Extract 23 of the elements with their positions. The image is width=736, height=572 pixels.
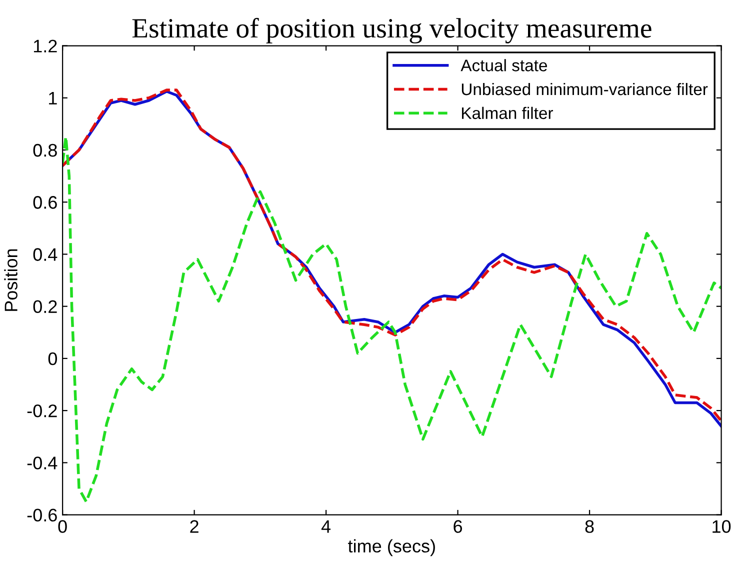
x-tick-label: 4 <box>321 520 331 533</box>
x-tick-label: 0 <box>58 520 67 533</box>
y-tick-label: -0.4 <box>27 456 58 470</box>
chart-title: Estimate of position using velocity measureme <box>132 18 652 44</box>
x-tick-label: 6 <box>454 520 462 533</box>
y-tick-label: -0.6 <box>27 508 57 522</box>
x-tick-label: 2 <box>190 520 198 533</box>
x-axis-title: time (secs) <box>348 539 435 556</box>
y-tick-label: 0.2 <box>33 300 57 314</box>
x-tick-label: 10 <box>712 520 731 533</box>
x-tick-label: 8 <box>585 520 594 533</box>
legend-label: Unbiased minimum-variance filter <box>462 82 708 96</box>
y-tick-label: 0.8 <box>33 144 57 157</box>
legend-label: Kalman filter <box>462 106 554 120</box>
y-tick-label: 0.4 <box>33 248 58 261</box>
y-tick-label: 1.2 <box>34 40 57 52</box>
y-axis-title: Position <box>4 249 18 311</box>
y-tick-label: 0.6 <box>33 196 57 209</box>
line-series <box>62 136 722 504</box>
y-tick-label: 0 <box>48 352 57 366</box>
legend-label: Actual state <box>460 59 547 72</box>
y-tick-label: -0.2 <box>27 404 57 418</box>
y-tick-label: 1 <box>49 92 57 104</box>
